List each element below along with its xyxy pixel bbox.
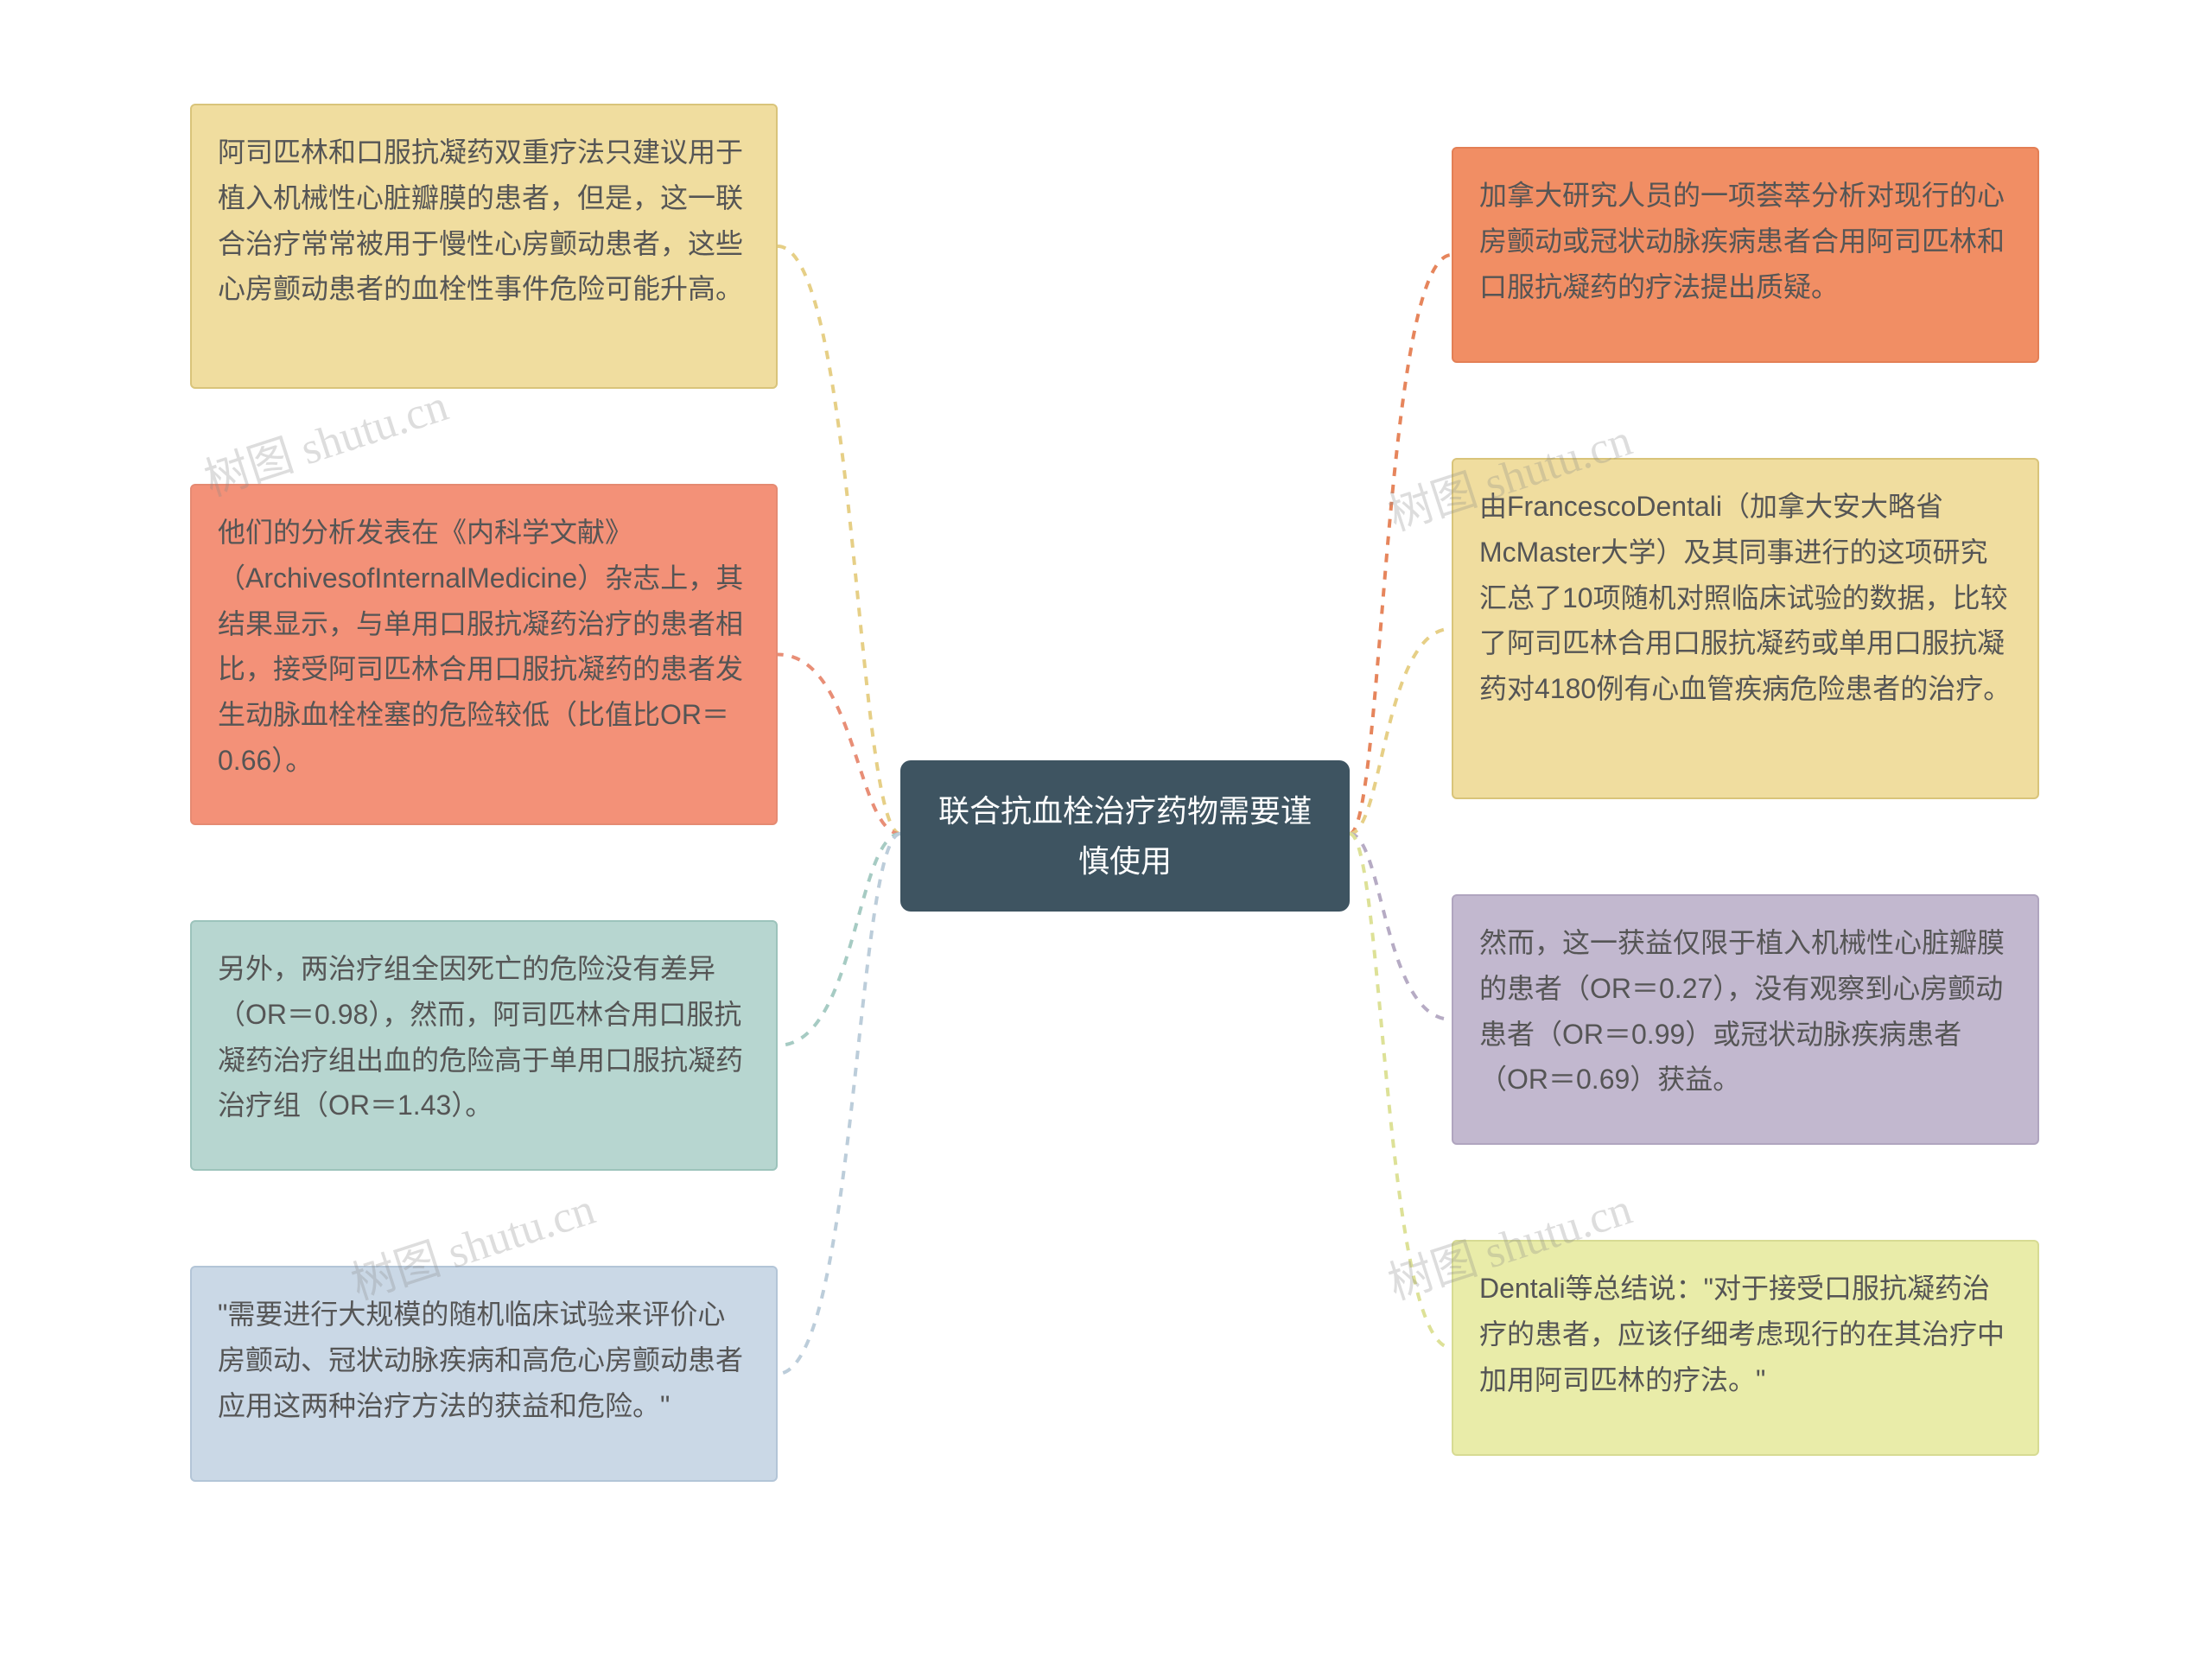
connector-right-4: [1350, 834, 1452, 1348]
branch-node-right-1: 加拿大研究人员的一项荟萃分析对现行的心房颤动或冠状动脉疾病患者合用阿司匹林和口服…: [1452, 147, 2039, 363]
connector-left-1: [778, 246, 900, 834]
branch-text: Dentali等总结说："对于接受口服抗凝药治疗的患者，应该仔细考虑现行的在其治…: [1479, 1273, 2005, 1395]
branch-text: 加拿大研究人员的一项荟萃分析对现行的心房颤动或冠状动脉疾病患者合用阿司匹林和口服…: [1479, 180, 2005, 302]
connector-left-3: [778, 834, 900, 1045]
center-node-text: 联合抗血栓治疗药物需要谨慎使用: [938, 793, 1312, 879]
branch-text: 阿司匹林和口服抗凝药双重疗法只建议用于植入机械性心脏瓣膜的患者，但是，这一联合治…: [218, 137, 743, 304]
branch-node-left-4: "需要进行大规模的随机临床试验来评价心房颤动、冠状动脉疾病和高危心房颤动患者应用…: [190, 1266, 778, 1482]
branch-node-right-3: 然而，这一获益仅限于植入机械性心脏瓣膜的患者（OR＝0.27），没有观察到心房颤…: [1452, 894, 2039, 1145]
connector-right-2: [1350, 629, 1452, 835]
connector-right-1: [1350, 255, 1452, 834]
center-node: 联合抗血栓治疗药物需要谨慎使用: [900, 760, 1350, 912]
branch-text: 他们的分析发表在《内科学文献》（ArchivesofInternalMedici…: [218, 517, 743, 776]
branch-text: "需要进行大规模的随机临床试验来评价心房颤动、冠状动脉疾病和高危心房颤动患者应用…: [218, 1299, 743, 1421]
connector-right-3: [1350, 834, 1452, 1020]
branch-text: 另外，两治疗组全因死亡的危险没有差异（OR＝0.98），然而，阿司匹林合用口服抗…: [218, 953, 743, 1121]
branch-node-left-2: 他们的分析发表在《内科学文献》（ArchivesofInternalMedici…: [190, 484, 778, 825]
branch-text: 然而，这一获益仅限于植入机械性心脏瓣膜的患者（OR＝0.27），没有观察到心房颤…: [1479, 927, 2005, 1095]
branch-node-right-2: 由FrancescoDentali（加拿大安大略省McMaster大学）及其同事…: [1452, 458, 2039, 799]
branch-node-right-4: Dentali等总结说："对于接受口服抗凝药治疗的患者，应该仔细考虑现行的在其治…: [1452, 1240, 2039, 1456]
branch-text: 由FrancescoDentali（加拿大安大略省McMaster大学）及其同事…: [1479, 491, 2011, 704]
branch-node-left-1: 阿司匹林和口服抗凝药双重疗法只建议用于植入机械性心脏瓣膜的患者，但是，这一联合治…: [190, 104, 778, 389]
connector-left-2: [778, 655, 900, 835]
branch-node-left-3: 另外，两治疗组全因死亡的危险没有差异（OR＝0.98），然而，阿司匹林合用口服抗…: [190, 920, 778, 1171]
connector-left-4: [778, 834, 900, 1374]
